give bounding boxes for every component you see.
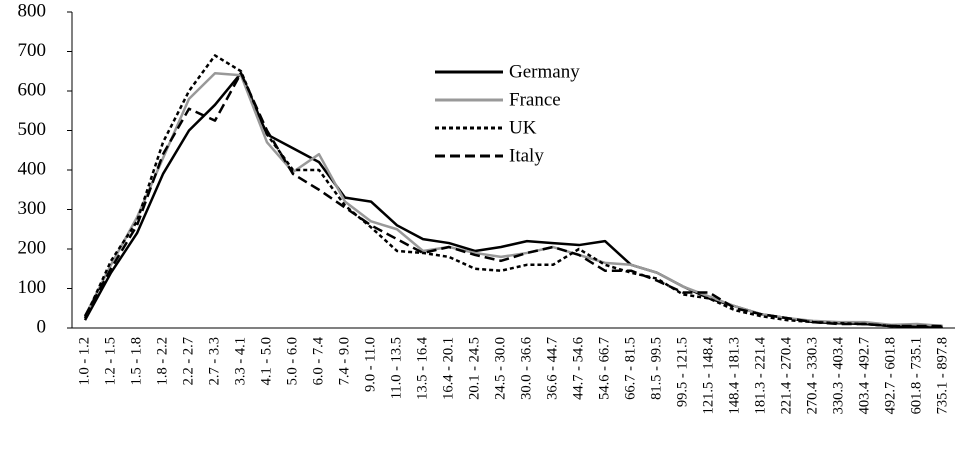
x-tick-label: 735.1 - 897.8: [934, 337, 950, 414]
x-tick-label: 181.3 - 221.4: [752, 336, 768, 414]
legend-label: UK: [509, 117, 537, 138]
legend-label: France: [509, 89, 561, 110]
x-tick-label: 24.5 - 30.0: [492, 337, 508, 400]
y-tick-label: 600: [18, 79, 47, 100]
y-tick-label: 400: [18, 158, 47, 179]
x-tick-label: 54.6 - 66.7: [596, 337, 612, 400]
y-tick-label: 500: [18, 119, 47, 140]
x-tick-label: 7.4 - 9.0: [336, 337, 352, 385]
x-tick-label: 30.0 - 36.6: [518, 337, 534, 400]
x-tick-label: 330.3 - 403.4: [830, 336, 846, 414]
x-tick-label: 2.7 - 3.3: [206, 337, 222, 385]
y-tick-label: 300: [18, 198, 47, 219]
x-tick-label: 3.3 - 4.1: [232, 337, 248, 385]
x-tick-label: 6.0 - 7.4: [310, 336, 326, 385]
series-line: [83, 71, 943, 328]
x-tick-label: 403.4 - 492.7: [856, 337, 872, 414]
series-line: [83, 71, 944, 328]
legend-label: Germany: [509, 61, 580, 82]
x-tick-label: 601.8 - 735.1: [908, 337, 924, 414]
x-tick-label: 121.5 - 148.4: [700, 336, 716, 414]
x-tick-label: 492.7 - 601.8: [882, 337, 898, 414]
x-tick-label: 99.5 - 121.5: [674, 337, 690, 407]
series-line: [83, 71, 944, 329]
x-tick-label: 16.4 - 20.1: [440, 337, 456, 400]
y-tick-label: 200: [18, 237, 47, 258]
y-tick-label: 100: [18, 277, 47, 298]
y-tick-label: 700: [18, 40, 47, 61]
x-tick-label: 2.2 - 2.7: [180, 337, 196, 385]
x-tick-label: 5.0 - 6.0: [284, 337, 300, 385]
x-tick-label: 11.0 - 13.5: [388, 337, 404, 399]
x-tick-label: 66.7 - 81.5: [622, 337, 638, 400]
x-tick-label: 81.5 - 99.5: [648, 337, 664, 400]
x-tick-label: 9.0 - 11.0: [362, 337, 378, 392]
x-tick-label: 270.4 - 330.3: [804, 337, 820, 414]
x-tick-label: 44.7 - 54.6: [570, 337, 586, 400]
x-tick-label: 4.1 - 5.0: [258, 337, 274, 385]
x-tick-label: 1.0 - 1.2: [76, 337, 92, 385]
x-tick-label: 1.2 - 1.5: [102, 337, 118, 385]
x-tick-label: 1.5 - 1.8: [128, 337, 144, 385]
x-tick-label: 36.6 - 44.7: [544, 337, 560, 400]
x-tick-label: 221.4 - 270.4: [778, 336, 794, 414]
legend-label: Italy: [509, 145, 544, 166]
y-tick-label: 0: [37, 316, 47, 337]
y-tick-label: 800: [18, 0, 47, 21]
x-tick-label: 20.1 - 24.5: [466, 337, 482, 400]
x-tick-label: 1.8 - 2.2: [154, 337, 170, 385]
x-tick-label: 13.5 - 16.4: [414, 336, 430, 400]
x-tick-label: 148.4 - 181.3: [726, 337, 742, 414]
